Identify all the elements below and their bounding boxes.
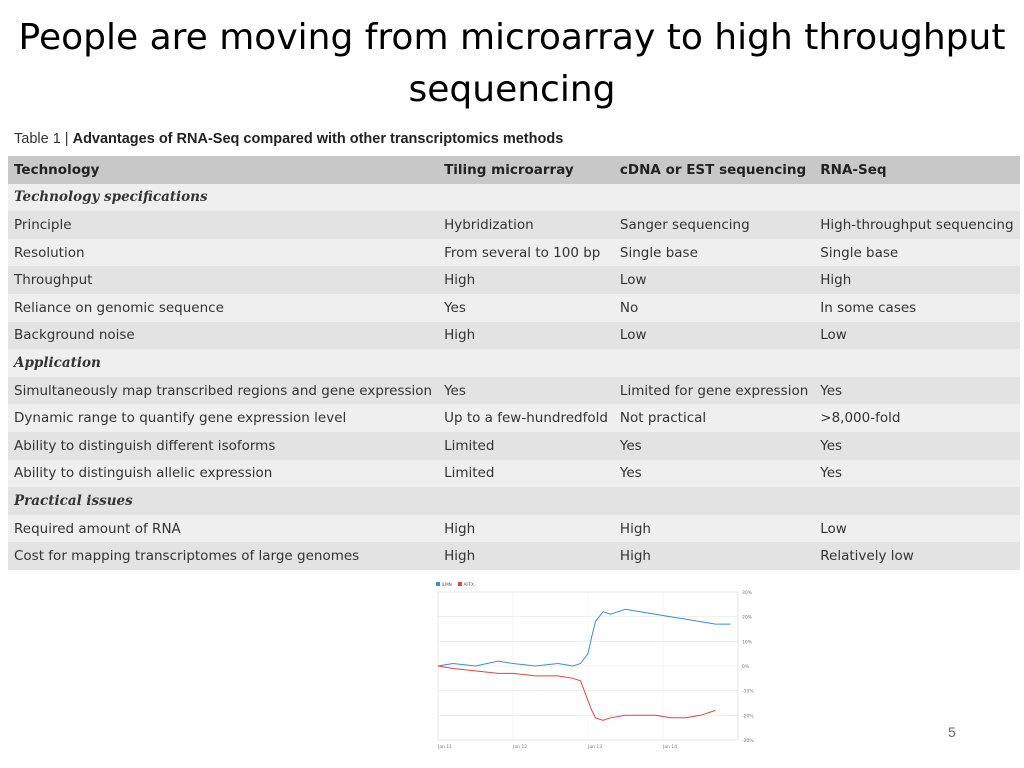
table-cell: From several to 100 bp [438, 238, 614, 267]
table-cell: Relatively low [814, 542, 1020, 570]
table-cell: Yes [438, 293, 614, 322]
table-row: Cost for mapping transcriptomes of large… [8, 542, 1020, 570]
section-row: Practical issues [8, 487, 1020, 515]
header-cdna-est-sequencing: cDNA or EST sequencing [613, 156, 815, 184]
page-number: 5 [948, 724, 956, 740]
table-body: Technology specifications Principle Hybrid… [8, 183, 1020, 570]
stock-comparison-chart: 30% 20% 10% 0% -10% -20% -30% Jan 11 Jan 12 Jan 1… [432, 578, 762, 750]
legend-label: AFFX [464, 582, 475, 587]
table-row: Ability to distinguish different isoform… [8, 431, 1020, 460]
y-tick-label: 0% [742, 664, 750, 670]
table-cell: High [438, 542, 614, 570]
table-cell: High [613, 514, 815, 543]
table-cell: Ability to distinguish allelic expressio… [8, 459, 439, 488]
section-row: Technology specifications [8, 183, 1020, 212]
table-cell: No [613, 293, 815, 322]
series-line-affx [437, 665, 716, 721]
comparison-table: Technology Tiling microarray cDNA or EST… [8, 156, 1020, 570]
table-cell: Resolution [8, 238, 439, 267]
legend-swatch-ilmn [436, 582, 440, 586]
table-row: Resolution From several to 100 bp Single b… [8, 238, 1020, 267]
section-row: Application [8, 349, 1020, 377]
table-cell: Single base [814, 238, 1020, 267]
table-cell: Low [814, 321, 1020, 350]
table-cell: Background noise [8, 321, 439, 350]
x-tick-label: Jan 13 [587, 744, 602, 750]
table-row: Simultaneously map transcribed regions a… [8, 376, 1020, 405]
table-cell: High [438, 266, 614, 294]
table-row: Throughput High Low High [8, 266, 1020, 294]
chart-background [432, 578, 762, 750]
table-cell: Yes [438, 376, 614, 405]
table-cell: Yes [814, 459, 1020, 488]
table-cell: Yes [613, 431, 815, 460]
table-cell: Low [613, 266, 815, 294]
y-tick-label: 10% [742, 639, 753, 645]
table-cell: Reliance on genomic sequence [8, 293, 439, 322]
legend-label: ILMN [442, 582, 452, 587]
table-cell: Single base [613, 238, 815, 267]
table-cell: Limited [438, 431, 614, 460]
legend-swatch-affx [458, 582, 462, 586]
table-caption-prefix: Table 1 | [14, 131, 73, 147]
table-row: Required amount of RNA High High Low [8, 514, 1020, 543]
x-tick-label: Jan 11 [437, 744, 452, 750]
table-cell: High [438, 514, 614, 543]
table-cell: Up to a few-hundredfold [438, 404, 614, 432]
table-cell: >8,000-fold [814, 404, 1020, 432]
y-tick-label: 30% [742, 590, 753, 596]
section-label: Application [8, 349, 1020, 377]
y-tick-label: -10% [742, 689, 754, 695]
table-cell: Sanger sequencing [613, 211, 815, 239]
table-cell: Required amount of RNA [8, 514, 439, 543]
table-cell: High [814, 266, 1020, 294]
table-cell: Throughput [8, 266, 439, 294]
slide-title: People are moving from microarray to hig… [18, 17, 1006, 110]
table-cell: Dynamic range to quantify gene expressio… [8, 404, 439, 432]
section-label: Practical issues [8, 487, 1020, 515]
table-cell: Principle [8, 211, 439, 239]
table-row: Dynamic range to quantify gene expressio… [8, 404, 1020, 432]
table-row: Principle Hybridization Sanger sequencing H… [8, 211, 1020, 239]
table-cell: Yes [814, 431, 1020, 460]
x-tick-label: Jan 12 [512, 744, 527, 750]
table-cell: High-throughput sequencing [814, 211, 1020, 239]
table-cell: In some cases [814, 293, 1020, 322]
table-row: Background noise High Low Low [8, 321, 1020, 350]
y-tick-label: 20% [742, 615, 753, 621]
table-cell: Hybridization [438, 211, 614, 239]
series-line-ilmn [437, 608, 731, 667]
table-cell: Cost for mapping transcriptomes of large… [8, 542, 439, 570]
table-cell: Not practical [613, 404, 815, 432]
table-cell: Simultaneously map transcribed regions a… [8, 376, 439, 405]
y-tick-label: -20% [742, 713, 754, 719]
table-row: Ability to distinguish allelic expressio… [8, 459, 1020, 488]
header-tiling-microarray: Tiling microarray [438, 156, 614, 184]
table-cell: Ability to distinguish different isoform… [8, 431, 439, 460]
table-cell: Low [613, 321, 815, 350]
table-caption: Table 1 | Advantages of RNA-Seq compared… [14, 131, 563, 147]
table-row: Reliance on genomic sequence Yes No In some… [8, 293, 1020, 322]
table-header-row: Technology Tiling microarray cDNA or EST… [8, 156, 1020, 184]
y-tick-label: -30% [742, 738, 754, 744]
table-caption-title: Advantages of RNA-Seq compared with othe… [72, 131, 564, 147]
table-cell: Limited for gene expression [613, 376, 815, 405]
table-cell: Limited [438, 459, 614, 488]
table-cell: High [438, 321, 614, 350]
header-technology: Technology [8, 156, 439, 184]
table-cell: Yes [814, 376, 1020, 405]
table-cell: High [613, 542, 815, 570]
x-tick-label: Jan 14 [662, 744, 677, 750]
section-label: Technology specifications [8, 183, 1020, 212]
table-cell: Yes [613, 459, 815, 488]
header-rna-seq: RNA-Seq [814, 156, 1020, 184]
table-cell: Low [814, 514, 1020, 543]
